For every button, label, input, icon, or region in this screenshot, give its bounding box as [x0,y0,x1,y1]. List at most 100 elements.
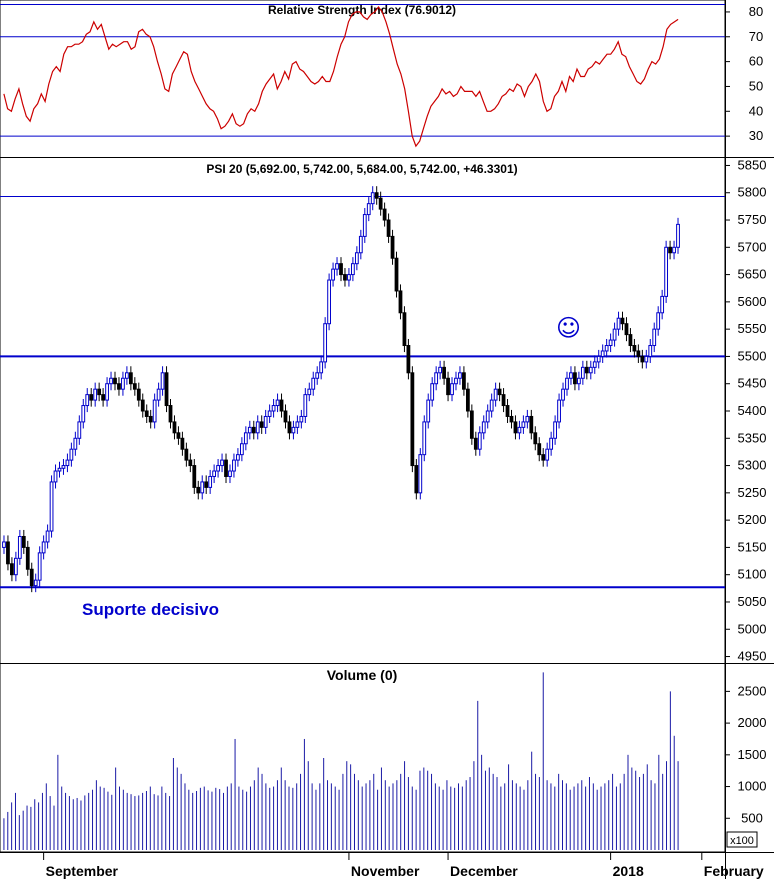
candle-body [450,383,454,396]
candle-body [517,426,522,434]
candle-body [61,465,66,469]
candle-body [624,323,629,336]
rsi-tick-label: 80 [749,4,763,19]
candle-body [426,399,431,423]
candle-body [398,290,403,314]
candle-body [608,339,613,347]
candle-body [513,421,518,434]
candle-body [664,246,669,297]
candle-body [279,399,284,412]
candle-body [660,295,665,314]
candle-body [2,541,6,548]
support-annotation: Suporte decisivo [82,600,219,619]
candle-body [458,372,462,379]
candle-body [319,361,324,374]
candle-body [347,274,351,281]
candle-body [188,459,193,467]
candle-body [331,268,335,281]
rsi-y-axis: 80 70 60 50 40 30 [725,4,763,143]
candle-body [212,470,217,477]
candle-body [152,399,157,423]
price-tick-label: 5350 [738,430,767,445]
candle-body [656,312,661,330]
price-tick-label: 4950 [738,649,767,664]
candle-body [220,459,224,467]
candle-body [259,421,264,428]
candle-body [577,377,581,385]
volume-tick-label: 1500 [738,747,767,762]
month-label: 2018 [613,863,644,879]
candle-body [77,421,82,439]
volume-title: Volume (0) [327,667,398,683]
rsi-tick-label: 60 [749,54,763,69]
candle-body [239,443,244,456]
rsi-line-series [3,6,679,148]
candle-body [386,219,391,237]
candle-body [311,377,316,390]
chart-frame [0,0,726,853]
candle-body [628,334,633,347]
candle-body [584,366,589,374]
candle-body [33,579,38,587]
candle-body [45,530,50,543]
candle-body [327,279,331,325]
rsi-tick-label: 50 [749,78,763,93]
candle-body [37,552,42,581]
volume-tick-label: 2500 [738,683,767,698]
candle-body [414,465,419,494]
price-title: PSI 20 (5,692.00, 5,742.00, 5,684.00, 5,… [206,162,517,176]
candle-body [216,465,220,472]
price-tick-label: 5050 [738,594,767,609]
rsi-title: Relative Strength Index (76.9012) [268,3,456,17]
candle-body [592,361,597,368]
candle-body [366,203,371,216]
candle-body [307,388,312,396]
candle-body [465,388,470,412]
candle-body [287,421,292,434]
month-label: September [46,863,119,879]
candle-body [549,437,554,450]
candle-body [430,383,435,401]
candle-body [668,246,672,254]
candle-body [469,410,474,439]
candle-body [128,372,133,385]
price-tick-label: 5300 [738,458,767,473]
candle-body [497,388,502,396]
volume-tick-label: 2000 [738,715,767,730]
candle-body [271,405,276,412]
month-label: November [351,863,420,879]
price-tick-label: 5600 [738,294,767,309]
candle-body [85,394,90,407]
candle-body [315,372,320,379]
volume-tick-label: 500 [741,810,763,825]
candle-body [533,432,538,445]
candle-body [243,432,248,445]
rsi-tick-label: 40 [749,103,763,118]
candle-body [473,437,478,450]
candle-body [113,377,117,385]
candle-body [561,388,565,401]
candle-body [525,415,530,423]
candle-body [105,383,109,401]
price-tick-label: 5200 [738,512,767,527]
volume-bars [3,672,679,850]
candle-body [454,377,458,385]
candle-body [323,323,328,363]
candle-body [541,454,546,461]
candle-body [69,448,74,461]
candle-body [339,263,343,276]
candle-body [117,383,121,390]
candle-body [616,317,621,330]
candle-body [267,410,272,417]
volume-y-axis: 2500 2000 1500 1000 500 [725,683,766,825]
candle-body [354,252,359,265]
price-tick-label: 5100 [738,567,767,582]
price-tick-label: 5700 [738,239,767,254]
candle-body [164,372,169,407]
candle-body [184,448,189,461]
candle-body [97,388,102,396]
candle-body [299,415,304,423]
price-tick-label: 5850 [738,157,767,172]
candle-body [335,263,339,270]
candle-body [283,410,288,423]
